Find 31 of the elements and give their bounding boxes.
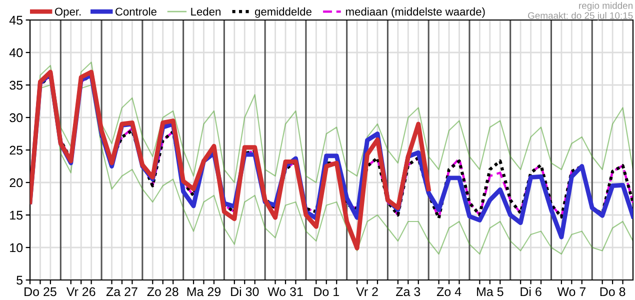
x-tick-label: Do 8 — [600, 287, 626, 296]
legend-label: Leden — [191, 7, 220, 16]
x-tick-label: Do 1 — [314, 287, 339, 296]
y-tick-label: 10 — [10, 243, 23, 252]
y-tick-label: 30 — [10, 113, 23, 122]
y-tick-label: 25 — [10, 146, 23, 155]
y-tick-label: 45 — [9, 16, 23, 25]
legend-label: Oper. — [54, 8, 81, 18]
x-tick-label: Vr 2 — [356, 287, 378, 296]
x-tick-label: Zo 4 — [436, 287, 462, 296]
legend-label: gemiddelde — [254, 7, 312, 18]
x-tick-label: Do 25 — [24, 287, 56, 296]
x-tick-label: Di 30 — [231, 286, 259, 296]
y-tick-label: 40 — [9, 48, 23, 58]
y-tick-label: 20 — [10, 178, 23, 188]
annotation: Gemaakt: do 25 jul 10:15 — [528, 12, 633, 21]
x-tick-label: Ma 5 — [477, 287, 504, 296]
y-tick-label: 35 — [10, 80, 23, 90]
x-tick-label: Zo 28 — [147, 287, 178, 296]
x-tick-label: Vr 26 — [66, 287, 96, 296]
text: regio midden — [579, 2, 632, 11]
x-tick-label: Za 27 — [106, 287, 138, 296]
legend-label: mediaan (middelste waarde) — [346, 7, 485, 18]
x-tick-label: Wo 7 — [557, 287, 586, 296]
x-tick-label: Di 6 — [520, 286, 542, 296]
y-tick-label: 5 — [16, 276, 23, 285]
y-tick-label: 15 — [10, 210, 23, 220]
x-tick-label: Wo 31 — [268, 287, 303, 296]
x-tick-label: Za 3 — [396, 287, 420, 296]
x-tick-label: Ma 29 — [187, 287, 221, 296]
legend-label: Controle — [116, 7, 156, 16]
